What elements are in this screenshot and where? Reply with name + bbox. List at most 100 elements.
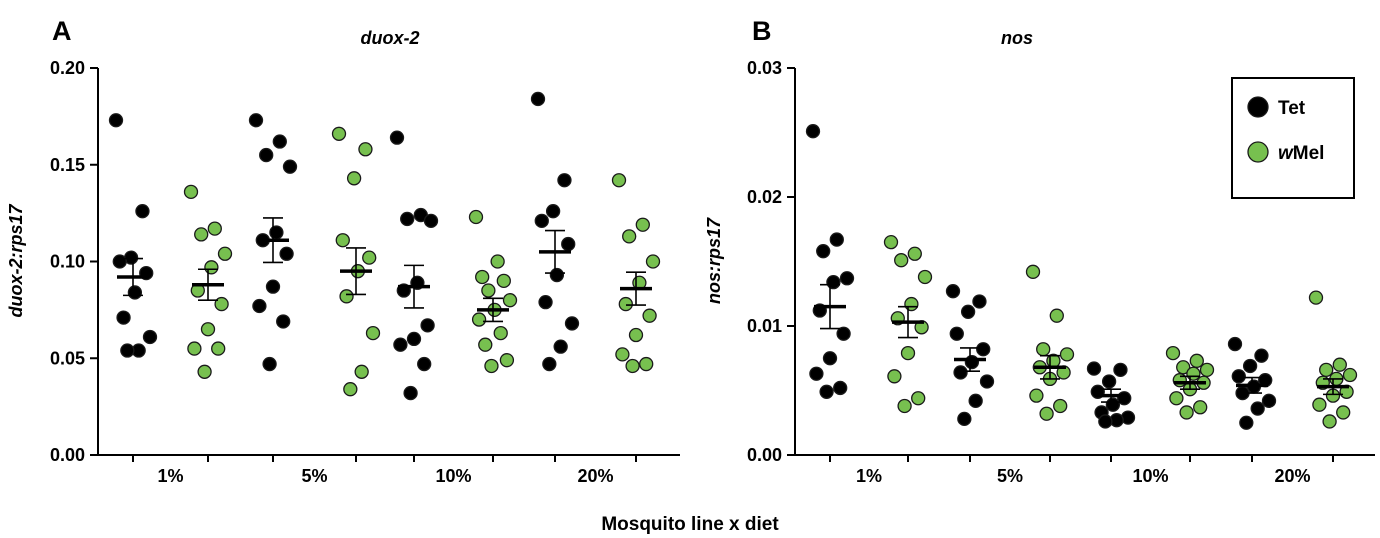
data-point-tet [262, 356, 277, 372]
data-point-wmel [200, 322, 216, 337]
data-point-tet [259, 147, 274, 163]
data-point-wmel [1053, 398, 1068, 414]
data-point-wmel [362, 250, 377, 265]
data-point-wmel [354, 364, 369, 379]
data-point-tet [127, 285, 143, 300]
data-point-wmel [911, 391, 926, 406]
data-point-tet [833, 380, 848, 396]
data-point-tet [423, 213, 439, 229]
data-point-tet [816, 244, 831, 259]
panel-b-letter: B [752, 16, 772, 46]
data-point-wmel [625, 358, 640, 374]
legend-swatch-wmel [1247, 141, 1269, 163]
data-point-tet [972, 294, 987, 309]
data-point-wmel [475, 269, 490, 285]
data-point-wmel [187, 341, 202, 356]
data-point-tet [960, 304, 976, 319]
data-point-wmel [907, 246, 922, 261]
data-point-tet [976, 342, 991, 357]
y-tick-label: 0.20 [50, 58, 85, 78]
x-category-label: 10% [435, 466, 471, 486]
data-point-tet [1113, 362, 1128, 378]
y-tick-label: 0.02 [747, 187, 782, 207]
data-point-wmel [365, 325, 381, 341]
legend-label-tet: Tet [1278, 98, 1306, 119]
data-point-wmel [331, 126, 347, 141]
data-point-tet [120, 343, 135, 358]
data-point-wmel [1036, 342, 1051, 357]
data-point-wmel [183, 184, 199, 199]
data-point-wmel [1342, 367, 1358, 383]
data-point-tet [1086, 361, 1102, 376]
data-point-tet [957, 411, 972, 427]
x-category-label: 1% [856, 466, 882, 486]
panel-b-plot: 0.00 0.01 0.02 0.03 1% 5% 10% 20% [747, 58, 1375, 486]
data-point-wmel [339, 289, 354, 304]
data-point-wmel [204, 260, 219, 275]
data-point-wmel [894, 253, 909, 268]
data-point-wmel [1169, 391, 1184, 406]
y-tick-label: 0.05 [50, 348, 85, 368]
data-point-wmel [1025, 264, 1041, 279]
data-point-tet [809, 366, 824, 381]
data-point-wmel [1179, 405, 1194, 420]
data-point-wmel [1199, 362, 1215, 378]
data-point-wmel [335, 233, 350, 248]
x-category-label: 20% [577, 466, 613, 486]
data-point-tet [116, 310, 131, 325]
data-point-tet [542, 356, 557, 372]
data-point-wmel [1176, 360, 1191, 375]
panel-a-plot: 0.00 0.05 0.10 0.15 0.20 1% 5% 10% 20% [50, 58, 680, 486]
legend-box [1231, 77, 1355, 199]
data-point-wmel [496, 273, 511, 289]
data-point-wmel [900, 345, 916, 361]
panel-b: B nos nos:rps17 0.00 0.01 0.02 0.03 1% 5% 10% 2… [704, 16, 1375, 486]
data-point-tet [269, 225, 284, 240]
data-point-tet [979, 374, 995, 389]
data-point-tet [826, 274, 841, 290]
y-tick-label: 0.00 [50, 445, 85, 465]
data-point-wmel [897, 398, 912, 414]
panel-a: A duox-2 duox-2:rps17 0.000.050.100.150.… [6, 16, 680, 486]
data-point-wmel [1029, 388, 1044, 403]
data-point-wmel [1165, 345, 1181, 361]
data-point-tet [1227, 336, 1243, 352]
panel-b-ylabel: nos:rps17 [704, 217, 724, 304]
data-point-wmel [211, 341, 226, 356]
data-point-wmel [471, 312, 487, 327]
y-tick-label: 0.00 [747, 445, 782, 465]
data-point-tet [557, 173, 572, 188]
data-point-wmel [1059, 347, 1075, 362]
data-point-tet [1101, 374, 1117, 389]
data-point-tet [1261, 393, 1277, 408]
x-category-label: 5% [997, 466, 1023, 486]
data-point-tet [272, 134, 287, 149]
data-point-tet [403, 385, 418, 401]
panel-a-title: duox-2 [360, 28, 419, 48]
data-point-wmel [1322, 414, 1337, 429]
data-point-tet [252, 298, 267, 314]
data-point-wmel [484, 358, 499, 374]
data-point-tet [1239, 415, 1254, 430]
data-point-wmel [615, 347, 630, 362]
data-point-tet [945, 284, 961, 299]
data-point-tet [248, 113, 264, 128]
data-point-tet [276, 314, 291, 329]
data-point-tet [1242, 358, 1258, 374]
data-point-wmel [1332, 357, 1347, 372]
data-point-wmel [1193, 400, 1208, 415]
data-point-tet [279, 246, 294, 261]
data-point-tet [545, 204, 561, 219]
data-point-tet [1254, 348, 1269, 363]
y-tick-label: 0.01 [747, 316, 782, 336]
data-point-tet [839, 271, 855, 286]
x-category-label: 20% [1274, 466, 1310, 486]
data-point-tet [822, 351, 838, 366]
data-point-wmel [642, 308, 657, 323]
data-point-tet [564, 316, 580, 331]
data-point-tet [829, 232, 844, 247]
panel-a-letter: A [52, 16, 72, 46]
data-point-tet [135, 204, 150, 219]
data-point-wmel [502, 293, 518, 308]
